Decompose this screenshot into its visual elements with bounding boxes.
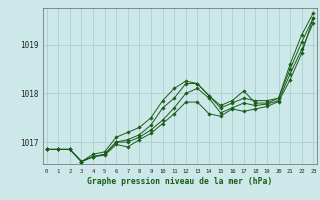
X-axis label: Graphe pression niveau de la mer (hPa): Graphe pression niveau de la mer (hPa) [87, 177, 273, 186]
